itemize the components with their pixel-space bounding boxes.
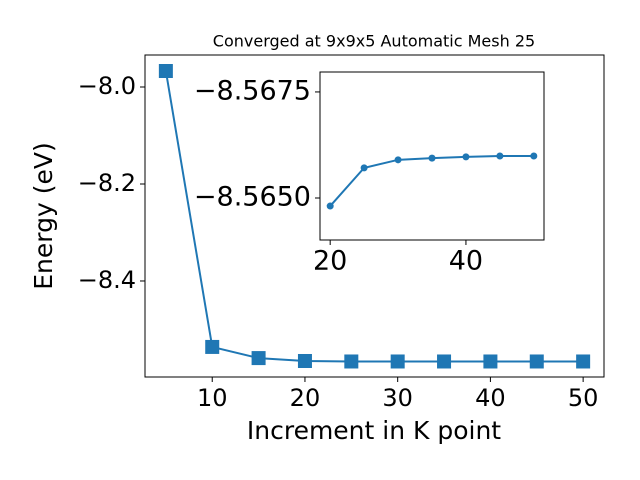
axes-frame <box>319 71 545 241</box>
marker <box>576 354 591 369</box>
y-tick-label: −8.4 <box>78 266 136 294</box>
marker <box>360 164 368 172</box>
marker <box>530 152 538 160</box>
marker <box>158 64 173 79</box>
y-tick-label: −8.2 <box>78 169 136 197</box>
x-tick-label: 30 <box>382 384 413 412</box>
marker <box>251 351 266 366</box>
x-tick-label: 50 <box>568 384 599 412</box>
y-tick-label: −8.5675 <box>194 75 311 106</box>
chart-title: Converged at 9x9x5 Automatic Mesh 25 <box>213 32 535 51</box>
x-tick-label: 40 <box>449 246 483 277</box>
marker <box>297 353 312 368</box>
marker <box>428 154 436 162</box>
x-tick-label: 40 <box>475 384 506 412</box>
x-tick-label: 20 <box>290 384 321 412</box>
marker <box>326 202 334 210</box>
x-tick-label: 10 <box>197 384 228 412</box>
marker <box>390 354 405 369</box>
marker <box>462 153 470 161</box>
y-tick-label: −8.0 <box>78 72 136 100</box>
x-axis-label: Increment in K point <box>247 416 501 445</box>
y-tick-label: −8.5650 <box>194 182 311 213</box>
marker <box>205 339 220 354</box>
x-tick-label: 20 <box>313 246 347 277</box>
marker <box>529 354 544 369</box>
marker <box>437 354 452 369</box>
axes-frame <box>144 54 605 378</box>
y-axis-label: Energy (eV) <box>29 142 58 289</box>
marker <box>483 354 498 369</box>
marker <box>344 354 359 369</box>
marker <box>496 152 504 160</box>
series-line <box>164 70 584 363</box>
marker <box>394 156 402 164</box>
